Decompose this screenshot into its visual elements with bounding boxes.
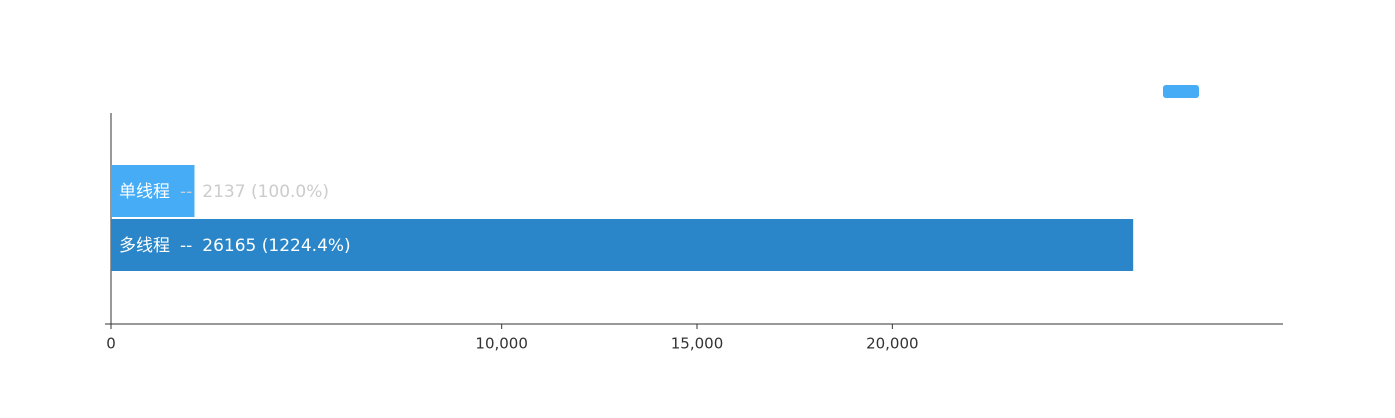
value-label: 2137 (100.0%)	[202, 182, 329, 202]
value-label: 26165 (1224.4%)	[202, 236, 350, 256]
bar	[111, 219, 1134, 271]
legend-swatch	[1163, 85, 1199, 98]
separator: --	[180, 236, 192, 256]
category-label: 多线程	[119, 236, 170, 256]
x-tick-label: 15,000	[671, 335, 724, 353]
bar	[111, 165, 195, 217]
x-tick-label: 20,000	[866, 335, 919, 353]
bar-label: 多线程 -- 26165 (1224.4%)	[119, 236, 351, 256]
x-tick-label: 10,000	[475, 335, 528, 353]
category-label: 单线程	[119, 182, 170, 202]
bar-label: 单线程 -- 2137 (100.0%)	[119, 182, 329, 202]
separator: --	[180, 182, 192, 202]
x-tick-label: 0	[106, 335, 116, 353]
